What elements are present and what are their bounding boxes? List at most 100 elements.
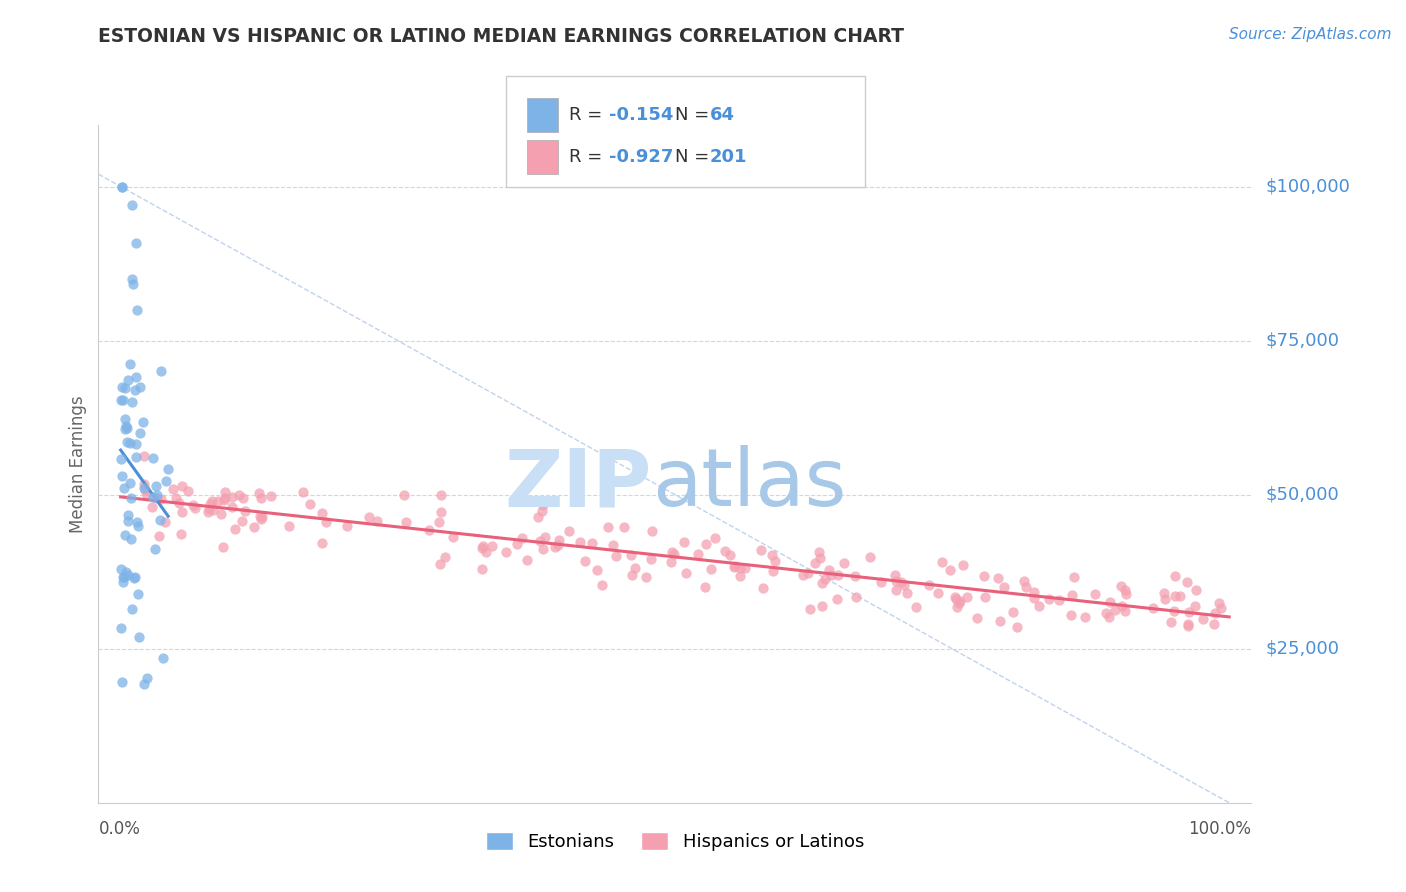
Point bbox=[973, 568, 995, 582]
Point bbox=[366, 514, 388, 528]
Point bbox=[675, 566, 697, 581]
Point bbox=[177, 484, 200, 499]
Point bbox=[184, 501, 207, 516]
Point bbox=[471, 540, 494, 554]
Point bbox=[1060, 588, 1083, 602]
Point bbox=[531, 504, 554, 518]
Point bbox=[693, 580, 716, 594]
Point bbox=[114, 422, 136, 436]
Point bbox=[197, 505, 219, 519]
Point bbox=[247, 485, 270, 500]
Point bbox=[1098, 609, 1121, 624]
Point bbox=[124, 570, 146, 584]
Point bbox=[1114, 604, 1136, 618]
Point bbox=[233, 504, 256, 518]
Point bbox=[125, 370, 148, 384]
Point bbox=[198, 501, 221, 516]
Point bbox=[825, 592, 848, 607]
Point bbox=[242, 519, 264, 533]
Point bbox=[221, 500, 243, 514]
Point bbox=[120, 533, 142, 547]
Point bbox=[993, 581, 1015, 595]
Point bbox=[531, 498, 554, 512]
Point bbox=[122, 571, 145, 585]
Point bbox=[114, 381, 136, 395]
Point bbox=[1184, 599, 1206, 613]
Point bbox=[927, 586, 949, 600]
Point bbox=[1164, 568, 1187, 582]
Point bbox=[250, 509, 273, 524]
Point bbox=[136, 671, 159, 685]
Point bbox=[620, 568, 643, 582]
Point bbox=[896, 585, 918, 599]
Point bbox=[232, 491, 254, 505]
Point bbox=[183, 498, 205, 512]
Point bbox=[157, 462, 180, 476]
Point bbox=[129, 380, 152, 394]
Point bbox=[762, 564, 785, 578]
Point bbox=[121, 198, 143, 212]
Point bbox=[728, 561, 751, 575]
Point bbox=[945, 590, 967, 604]
Point bbox=[146, 488, 169, 502]
Text: Source: ZipAtlas.com: Source: ZipAtlas.com bbox=[1229, 27, 1392, 42]
Point bbox=[904, 599, 927, 614]
Point bbox=[1114, 583, 1136, 598]
Point bbox=[1074, 610, 1097, 624]
Text: N =: N = bbox=[675, 106, 714, 124]
Point bbox=[605, 549, 627, 564]
Point bbox=[112, 569, 135, 583]
Point bbox=[1154, 592, 1177, 607]
Point bbox=[574, 554, 596, 568]
Point bbox=[723, 560, 745, 574]
Text: $50,000: $50,000 bbox=[1265, 485, 1339, 504]
Point bbox=[884, 574, 907, 589]
Point bbox=[547, 538, 569, 552]
Point bbox=[529, 533, 551, 548]
Point bbox=[1024, 591, 1046, 606]
Point bbox=[1208, 597, 1230, 611]
Point bbox=[949, 594, 972, 608]
Point bbox=[111, 379, 134, 393]
Point bbox=[145, 479, 167, 493]
Point bbox=[127, 519, 149, 533]
Point bbox=[820, 568, 842, 582]
Point bbox=[430, 487, 453, 501]
Point bbox=[799, 601, 821, 615]
Point bbox=[1022, 584, 1045, 599]
Point bbox=[734, 561, 756, 575]
Point bbox=[811, 576, 834, 591]
Point bbox=[392, 488, 415, 502]
Text: 0.0%: 0.0% bbox=[98, 820, 141, 838]
Point bbox=[111, 468, 134, 483]
Point bbox=[121, 601, 143, 615]
Point bbox=[152, 651, 174, 665]
Point bbox=[966, 611, 988, 625]
Point bbox=[859, 549, 882, 564]
Point bbox=[917, 578, 939, 592]
Point bbox=[228, 488, 250, 502]
Point bbox=[134, 449, 156, 463]
Text: $100,000: $100,000 bbox=[1265, 178, 1350, 195]
Point bbox=[250, 491, 273, 505]
Point bbox=[260, 489, 283, 503]
Point bbox=[125, 450, 148, 465]
Point bbox=[613, 519, 636, 533]
Point bbox=[1115, 587, 1137, 601]
Point bbox=[443, 531, 465, 545]
Point bbox=[1211, 600, 1233, 615]
Text: R =: R = bbox=[569, 148, 609, 166]
Point bbox=[817, 563, 839, 577]
Point bbox=[117, 373, 139, 387]
Point bbox=[149, 513, 172, 527]
Point bbox=[506, 537, 529, 551]
Point bbox=[987, 571, 1010, 585]
Point bbox=[761, 548, 783, 562]
Point bbox=[870, 574, 893, 589]
Point bbox=[212, 493, 235, 508]
Point bbox=[165, 491, 187, 506]
Point bbox=[796, 566, 818, 580]
Point bbox=[664, 547, 686, 561]
Point bbox=[1178, 605, 1201, 619]
Point bbox=[292, 485, 315, 500]
